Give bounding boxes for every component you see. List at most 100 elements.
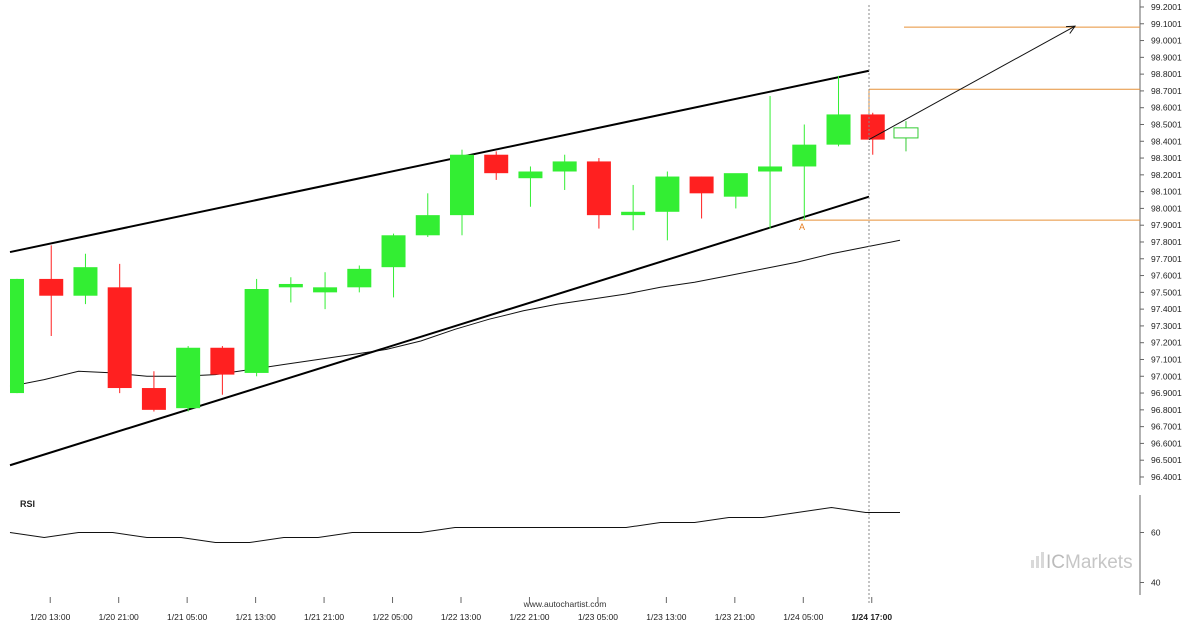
candle-body bbox=[347, 268, 372, 288]
time-tick-label: 1/21 21:00 bbox=[304, 612, 344, 622]
price-tick-label: 98.8001 bbox=[1151, 69, 1182, 79]
rsi-line bbox=[9, 506, 900, 543]
candles bbox=[10, 75, 919, 412]
price-tick-label: 98.1001 bbox=[1151, 187, 1182, 197]
price-tick-label: 97.5001 bbox=[1151, 287, 1182, 297]
price-tick-label: 97.4001 bbox=[1151, 304, 1182, 314]
forecast-arrow bbox=[868, 25, 1077, 141]
price-tick-label: 97.0001 bbox=[1151, 371, 1182, 381]
candle-body bbox=[893, 127, 919, 139]
candle bbox=[278, 277, 303, 303]
candle bbox=[381, 233, 406, 298]
candle bbox=[826, 75, 851, 147]
candle bbox=[176, 346, 201, 412]
price-tick-label: 96.5001 bbox=[1151, 455, 1182, 465]
main-plot: 99.2001 99.1001 99.0001 98.9001 98.8001 98.70… bbox=[9, 0, 1182, 605]
candle bbox=[723, 173, 748, 209]
price-tick-label: 96.6001 bbox=[1151, 438, 1182, 448]
point-a-label: A bbox=[799, 222, 805, 232]
candle-body bbox=[278, 283, 303, 288]
candle bbox=[313, 272, 338, 310]
candle-body bbox=[586, 161, 611, 216]
channel-lower-line bbox=[9, 195, 870, 467]
price-tick-label: 97.9001 bbox=[1151, 220, 1182, 230]
candle-body bbox=[758, 166, 783, 172]
candle bbox=[107, 263, 132, 394]
price-tick-label: 97.3001 bbox=[1151, 321, 1182, 331]
candle-body bbox=[449, 154, 474, 216]
arrow-shaft bbox=[868, 25, 1076, 141]
candle-body bbox=[621, 211, 646, 216]
candle bbox=[141, 371, 166, 412]
price-tick-label: 99.1001 bbox=[1151, 19, 1182, 29]
brand-bar-2 bbox=[1036, 556, 1039, 568]
candle-body bbox=[860, 114, 885, 140]
channel-upper-line bbox=[9, 69, 870, 254]
ma-polyline bbox=[9, 239, 901, 387]
price-tick-label: 98.6001 bbox=[1151, 103, 1182, 113]
candle-body bbox=[381, 235, 406, 268]
time-tick-label: 1/24 05:00 bbox=[783, 612, 823, 622]
time-tick-label: 1/22 05:00 bbox=[372, 612, 412, 622]
time-tick-label: 1/23 21:00 bbox=[715, 612, 755, 622]
time-tick-label: 1/24 17:00 bbox=[851, 612, 892, 622]
price-axis-ticks: 99.2001 99.1001 99.0001 98.9001 98.8001 98.70… bbox=[1140, 2, 1182, 482]
candle-body bbox=[176, 347, 201, 409]
time-tick-label: 1/20 13:00 bbox=[30, 612, 70, 622]
candle bbox=[655, 171, 680, 241]
candle bbox=[758, 95, 783, 229]
candle-body bbox=[792, 144, 817, 167]
price-tick-label: 97.1001 bbox=[1151, 354, 1182, 364]
price-tick-label: 97.2001 bbox=[1151, 338, 1182, 348]
candle bbox=[10, 278, 24, 394]
candle bbox=[449, 149, 474, 236]
price-tick-label: 96.7001 bbox=[1151, 422, 1182, 432]
price-tick-label: 98.9001 bbox=[1151, 52, 1182, 62]
candle-body bbox=[73, 267, 98, 296]
candle bbox=[586, 158, 611, 229]
price-tick-label: 98.7001 bbox=[1151, 86, 1182, 96]
candle-body bbox=[10, 278, 24, 394]
candle-body bbox=[313, 287, 338, 293]
price-tick-label: 98.5001 bbox=[1151, 119, 1182, 129]
projected-candle bbox=[893, 121, 919, 152]
time-axis-ticks: 1/20 13:00 1/20 21:00 1/21 05:00 1/21 13:00… bbox=[30, 597, 892, 622]
rsi-polyline bbox=[9, 506, 900, 543]
candle-body bbox=[552, 161, 577, 172]
arrow-head bbox=[1065, 25, 1077, 34]
rsi-title: RSI bbox=[20, 499, 35, 509]
price-tick-label: 96.9001 bbox=[1151, 388, 1182, 398]
brand-suffix: Markets bbox=[1065, 552, 1133, 573]
price-tick-label: 99.0001 bbox=[1151, 36, 1182, 46]
candle-body bbox=[415, 215, 440, 236]
candle-body bbox=[210, 347, 235, 375]
price-tick-label: 96.8001 bbox=[1151, 405, 1182, 415]
time-tick-label: 1/23 13:00 bbox=[646, 612, 686, 622]
price-tick-label: 97.6001 bbox=[1151, 271, 1182, 281]
brand-name: ICMarkets bbox=[1046, 552, 1133, 573]
brand-bar-1 bbox=[1031, 560, 1034, 568]
channel-lines bbox=[9, 69, 870, 467]
moving-average-line bbox=[9, 239, 901, 387]
candle-body bbox=[484, 154, 509, 174]
rsi-tick-label: 60 bbox=[1151, 528, 1161, 538]
candle bbox=[415, 193, 440, 237]
price-tick-label: 99.2001 bbox=[1151, 2, 1182, 12]
rsi-axis-ticks: 60 40 bbox=[1140, 528, 1161, 588]
price-tick-label: 96.4001 bbox=[1151, 472, 1182, 482]
time-tick-label: 1/23 05:00 bbox=[578, 612, 618, 622]
candle-body bbox=[141, 388, 166, 410]
candle bbox=[244, 278, 269, 377]
watermark-text: www.autochartist.com bbox=[523, 599, 607, 609]
candle bbox=[689, 176, 714, 219]
brand-logo: ICMarkets bbox=[1031, 552, 1133, 573]
candle-body bbox=[107, 287, 132, 389]
candle-body bbox=[518, 171, 543, 179]
brand-bar-3 bbox=[1041, 552, 1044, 568]
time-tick-label: 1/21 05:00 bbox=[167, 612, 207, 622]
candle bbox=[73, 253, 98, 305]
candle bbox=[347, 265, 372, 293]
candle-body bbox=[723, 173, 748, 197]
candle bbox=[39, 245, 64, 336]
